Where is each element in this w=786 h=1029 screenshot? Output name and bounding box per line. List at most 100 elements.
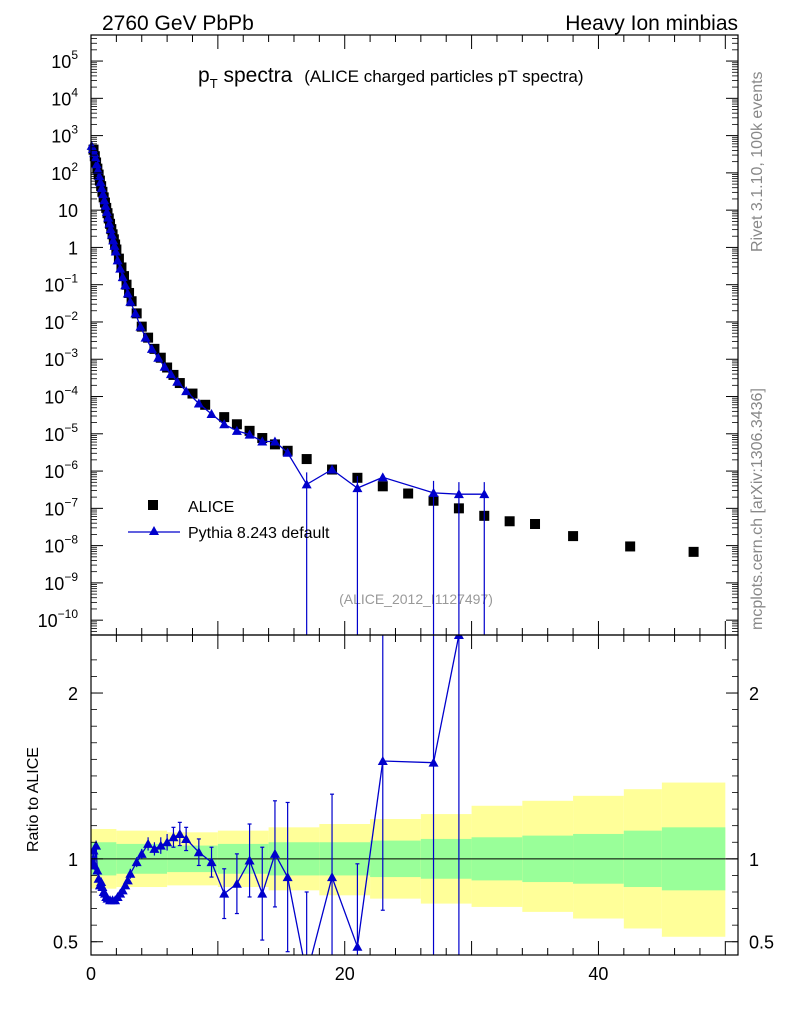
main-ytick-label-13: 10−8: [44, 533, 78, 557]
pythia-main-point-40: [257, 436, 268, 446]
pythia-ratio-point-3: [91, 840, 102, 850]
pythia-main-point-15: [105, 224, 116, 234]
pythia-main-point-23: [120, 280, 131, 290]
ratio-ytick-label-left-2: 2: [68, 684, 78, 704]
chart-title: pT spectra (ALICE charged particles pT s…: [198, 64, 584, 91]
pythia-ratio-point-39: [302, 970, 312, 979]
pythia-main-point-5: [92, 164, 103, 174]
legend-pythia-marker: [149, 526, 159, 535]
plot-axes: 10510410310210110−110−210−310−410−510−61…: [38, 34, 774, 984]
analysis-label: (ALICE_2012_I1127497): [339, 591, 493, 607]
pythia-main-point-21: [115, 263, 126, 273]
alice-point-50: [530, 519, 541, 530]
ratio-xtick-label-1: 20: [335, 964, 355, 984]
ratio-ytick-label-right-2: 2: [749, 684, 759, 704]
pythia-ratio-point-43: [428, 757, 439, 767]
pythia-main-point-34: [181, 386, 192, 396]
main-ytick-label-6: 10−1: [44, 272, 78, 296]
pythia-ratio-point-26: [155, 840, 166, 850]
pythia-main-point-20: [112, 255, 123, 265]
pythia-main-point-4: [91, 159, 102, 169]
pythia-main-point-43: [301, 479, 312, 489]
pythia-main-point-31: [159, 361, 170, 371]
chart-title-main: p: [198, 64, 210, 87]
pythia-main-point-7: [95, 177, 106, 187]
pythia-main-point-42: [282, 447, 293, 457]
chart-title-detail: (ALICE charged particles pT spectra): [304, 67, 583, 86]
pythia-main-point-12: [101, 206, 112, 216]
ratio-frame: [90, 634, 739, 956]
pythia-ratio-point-22: [131, 857, 142, 867]
pythia-main-point-13: [103, 212, 114, 222]
main-ytick-label-5: 1: [68, 238, 78, 258]
alice-point-49: [504, 516, 515, 527]
pythia-ratio-point-19: [120, 880, 131, 890]
chart-title-sub: T: [210, 76, 218, 91]
pythia-ratio-point-29: [174, 828, 185, 838]
legend-alice-marker: [148, 500, 158, 510]
pythia-main-point-45: [352, 483, 363, 493]
pythia-main-point-22: [117, 272, 128, 282]
ratio-ytick-label-left-1: 1: [68, 850, 78, 870]
pythia-main-point-41: [269, 436, 280, 446]
pythia-ratio-point-21: [125, 868, 136, 878]
pythia-main-point-39: [244, 429, 255, 439]
main-ytick-label-9: 10−4: [44, 384, 78, 408]
header-right: Heavy Ion minbias: [565, 12, 738, 35]
pythia-main-point-18: [109, 240, 120, 250]
main-ytick-label-4: 10: [58, 201, 78, 221]
pythia-main-point-3: [90, 153, 101, 163]
pythia-main-point-19: [110, 246, 121, 256]
alice-point-52: [625, 541, 636, 552]
pythia-main-point-48: [453, 489, 464, 499]
pythia-ratio-point-36: [257, 888, 268, 898]
pythia-main-point-47: [428, 487, 439, 497]
pythia-main-point-33: [172, 376, 183, 386]
pythia-ratio-point-20: [122, 875, 133, 885]
main-ytick-label-15: 10−10: [38, 607, 79, 631]
ratio-xtick-label-0: 0: [86, 964, 96, 984]
main-ytick-label-0: 105: [51, 48, 78, 72]
pythia-ratio-point-32: [206, 857, 217, 867]
pythia-main-point-8: [96, 183, 107, 193]
main-ytick-label-14: 10−9: [44, 570, 78, 594]
main-ytick-label-8: 10−3: [44, 346, 78, 370]
ratio-plot-marks: [91, 635, 738, 979]
pythia-ratio-point-31: [193, 847, 204, 857]
pythia-main-point-10: [99, 195, 110, 205]
pythia-main-point-32: [165, 369, 176, 379]
pythia-main-point-17: [108, 235, 119, 245]
alice-point-34: [200, 399, 211, 410]
pythia-main-point-24: [122, 288, 133, 298]
pythia-main-point-6: [94, 171, 105, 181]
main-ytick-label-11: 10−6: [44, 458, 78, 482]
pythia-main-point-36: [206, 408, 217, 418]
main-ytick-label-3: 102: [51, 160, 78, 184]
pythia-main-point-16: [106, 229, 117, 239]
pythia-ratio-point-4: [92, 865, 103, 875]
alice-point-45: [403, 488, 414, 499]
pythia-ratio-line: [91, 635, 460, 955]
pythia-main-point-27: [135, 321, 146, 331]
pythia-ratio-point-37: [269, 848, 280, 858]
alice-point-44: [377, 481, 388, 492]
alice-point-36: [231, 419, 242, 430]
legend-alice-label: ALICE: [188, 499, 234, 516]
alice-point-53: [688, 546, 699, 557]
pythia-main-point-29: [146, 343, 157, 353]
pythia-main-point-46: [377, 472, 388, 482]
pythia-ratio-point-42: [377, 756, 388, 766]
main-frame: [90, 34, 739, 636]
uncertainty-bands: [91, 782, 726, 937]
main-ytick-label-12: 10−7: [44, 495, 78, 519]
mcplots-label: mcplots.cern.ch [arXiv:1306.3436]: [749, 388, 766, 630]
pythia-main-point-25: [125, 296, 136, 306]
pythia-main-point-26: [130, 308, 141, 318]
ratio-clip-group: [91, 635, 464, 979]
alice-point-35: [219, 412, 230, 423]
pythia-main-point-35: [193, 398, 204, 408]
pythia-ratio-point-34: [231, 878, 242, 888]
alice-point-51: [568, 531, 579, 542]
ratio-ytick-label-left-0: 0.5: [53, 933, 78, 953]
